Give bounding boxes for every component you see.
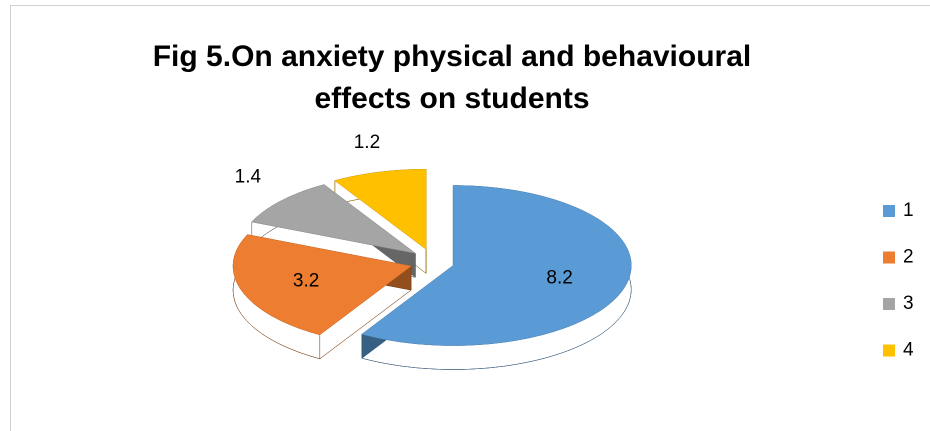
legend-swatch [883, 298, 895, 310]
slice [251, 184, 416, 254]
slice [334, 169, 427, 250]
legend-label: 1 [903, 200, 914, 221]
legend-swatch [883, 251, 895, 264]
legend-swatch [883, 205, 895, 217]
data-label: 8.2 [546, 268, 572, 289]
legend-label: 3 [903, 293, 914, 314]
legend-label: 2 [903, 247, 914, 268]
chart-title: effects on students [314, 82, 589, 115]
slice [361, 185, 632, 346]
legend-swatch [883, 344, 895, 357]
data-label: 3.2 [293, 270, 319, 291]
legend-label: 4 [903, 340, 914, 361]
chart-title: Fig 5.On anxiety physical and behavioura… [153, 40, 752, 73]
data-label: 1.4 [235, 167, 262, 188]
data-label: 1.2 [354, 132, 380, 153]
slice [232, 234, 412, 336]
